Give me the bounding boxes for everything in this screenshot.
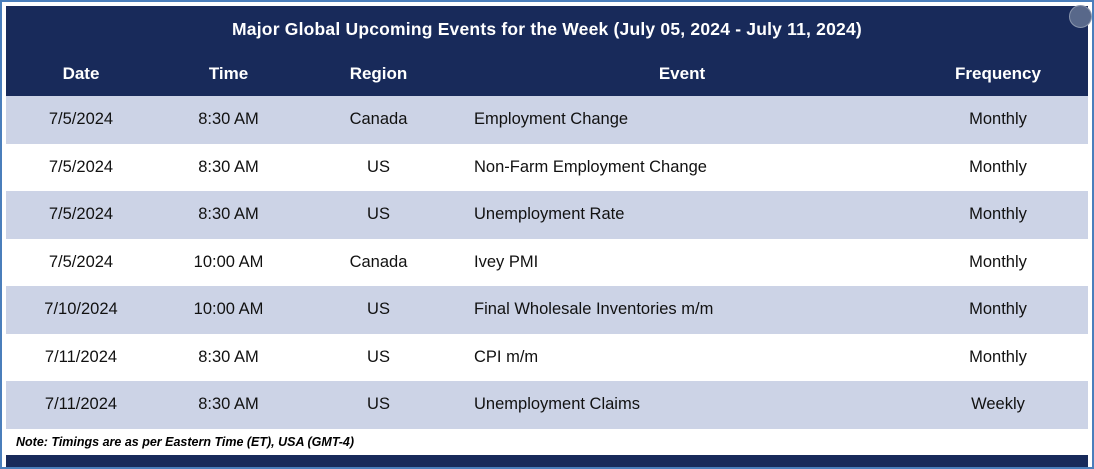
cell-event: Final Wholesale Inventories m/m xyxy=(474,300,714,319)
cell-region: Canada xyxy=(349,110,408,129)
cell-event: Unemployment Rate xyxy=(474,205,625,224)
cell-event: CPI m/m xyxy=(474,347,539,366)
cell-frequency: Monthly xyxy=(969,347,1027,366)
table-body: 7/5/2024 8:30 AM Canada Employment Change Mo… xyxy=(6,96,1088,429)
cell-event: Non-Farm Employment Change xyxy=(474,157,707,176)
cell-time: 10:00 AM xyxy=(193,300,264,319)
cell-region: US xyxy=(367,347,390,366)
column-header-time: Time xyxy=(208,64,249,83)
cell-date: 7/5/2024 xyxy=(48,157,114,176)
table-row: 7/11/2024 8:30 AM US CPI m/m Monthly xyxy=(6,333,1088,381)
cell-event: Ivey PMI xyxy=(474,252,539,271)
cell-time: 8:30 AM xyxy=(198,205,259,224)
cell-time: 8:30 AM xyxy=(198,395,259,414)
column-header-region: Region xyxy=(349,64,408,83)
table-row: 7/5/2024 10:00 AM Canada Ivey PMI Monthly xyxy=(6,238,1088,286)
page-title: Major Global Upcoming Events for the Wee… xyxy=(232,18,862,39)
table-row: 7/5/2024 8:30 AM Canada Employment Change Mo… xyxy=(6,96,1088,144)
table-row: 7/5/2024 8:30 AM US Unemployment Rate Monthl… xyxy=(6,191,1088,239)
column-header-date: Date xyxy=(62,64,100,83)
cell-region: US xyxy=(367,205,390,224)
table-row: 7/11/2024 8:30 AM US Unemployment Claims Wee… xyxy=(6,381,1088,429)
cell-date: 7/10/2024 xyxy=(44,300,118,319)
cell-frequency: Monthly xyxy=(969,157,1027,176)
translate-icon[interactable] xyxy=(1069,5,1092,28)
table-row: 7/5/2024 8:30 AM US Non-Farm Employment Cha… xyxy=(6,143,1088,191)
cell-frequency: Weekly xyxy=(971,395,1025,414)
cell-time: 8:30 AM xyxy=(198,110,259,129)
cell-frequency: Monthly xyxy=(969,300,1027,319)
cell-region: US xyxy=(367,395,390,414)
cell-time: 8:30 AM xyxy=(198,347,259,366)
column-header-event: Event xyxy=(658,64,706,83)
table-row: 7/10/2024 10:00 AM US Final Wholesale Inven… xyxy=(6,286,1088,334)
cell-region: US xyxy=(367,300,390,319)
cell-date: 7/5/2024 xyxy=(48,110,114,129)
table-title-bar: Major Global Upcoming Events for the Wee… xyxy=(6,6,1088,52)
cell-frequency: Monthly xyxy=(969,110,1027,129)
cell-frequency: Monthly xyxy=(969,252,1027,271)
bottom-accent-bar xyxy=(6,454,1088,467)
cell-event: Employment Change xyxy=(474,110,629,129)
cell-region: US xyxy=(367,157,390,176)
cell-frequency: Monthly xyxy=(969,205,1027,224)
cell-date: 7/11/2024 xyxy=(44,395,118,414)
cell-region: Canada xyxy=(349,252,408,271)
cell-event: Unemployment Claims xyxy=(474,395,640,414)
cell-date: 7/5/2024 xyxy=(48,252,114,271)
cell-time: 8:30 AM xyxy=(198,157,259,176)
column-header-frequency: Frequency xyxy=(955,64,1041,83)
table-header-row: Date Time Region Event Frequency xyxy=(6,52,1088,96)
cell-date: 7/11/2024 xyxy=(44,347,118,366)
cell-time: 10:00 AM xyxy=(193,252,264,271)
cell-date: 7/5/2024 xyxy=(48,205,114,224)
footnote-bar: Note: Timings are as per Eastern Time (E… xyxy=(6,428,1088,455)
footnote-text: Note: Timings are as per Eastern Time (E… xyxy=(16,434,355,449)
